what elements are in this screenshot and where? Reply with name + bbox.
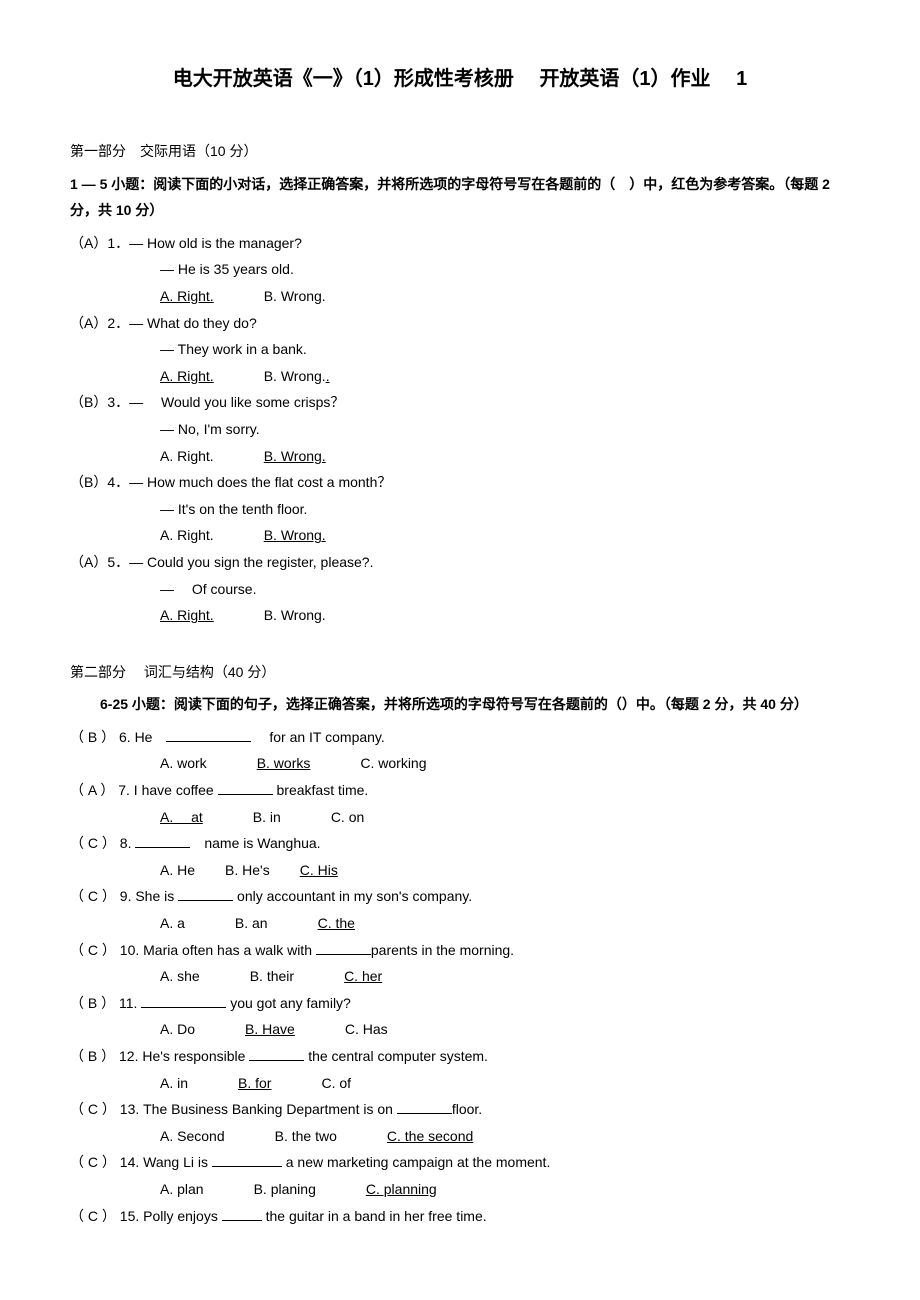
dialogue-response: — No, I'm sorry. <box>160 416 850 443</box>
option-b: B. planing <box>254 1176 316 1203</box>
part1-instr: 1 — 5 小题：阅读下面的小对话，选择正确答案，并将所选项的字母符号写在各题前… <box>70 171 850 224</box>
vocab-options: A. she B. their C. her <box>160 963 850 990</box>
option-c: C. the second <box>387 1123 473 1150</box>
vocab-options: A. Do B. Have C. Has <box>160 1016 850 1043</box>
vocab-question: （ B ） 6. He for an IT company. <box>70 724 850 751</box>
part2-instr: 6-25 小题：阅读下面的句子，选择正确答案，并将所选项的字母符号写在各题前的（… <box>100 691 850 718</box>
vocab-options: A. work B. works C. working <box>160 750 850 777</box>
vocab-question: （ B ） 12. He's responsible the central c… <box>70 1043 850 1070</box>
option-c: C. the <box>318 910 355 937</box>
option-c: C. Has <box>345 1016 388 1043</box>
dialogue-options: A. Right. B. Wrong. <box>160 283 850 310</box>
option-c: C. on <box>331 804 364 831</box>
vocab-options: A. at B. in C. on <box>160 804 850 831</box>
option-b: B. Wrong. <box>264 283 326 310</box>
option-a: A. Second <box>160 1123 225 1150</box>
part1-head: 第一部分 交际用语（10 分） <box>70 138 850 165</box>
vocab-question: （ C ） 8. name is Wanghua. <box>70 830 850 857</box>
vocab-question: （ C ） 9. She is only accountant in my so… <box>70 883 850 910</box>
vocab-question: （ B ） 11. you got any family? <box>70 990 850 1017</box>
option-b: B. He's <box>225 857 270 884</box>
option-b: B. Wrong. <box>264 602 326 629</box>
option-a: A. at <box>160 804 203 831</box>
dialogue-response: — They work in a bank. <box>160 336 850 363</box>
option-c: C. her <box>344 963 382 990</box>
fill-blank <box>397 1101 452 1115</box>
dialogue-question: （A）5．— Could you sign the register, plea… <box>70 549 850 576</box>
option-a: A. Right. <box>160 522 214 549</box>
option-a: A. plan <box>160 1176 204 1203</box>
fill-blank <box>316 941 371 955</box>
dialogue-response: — Of course. <box>160 576 850 603</box>
option-a: A. Do <box>160 1016 195 1043</box>
option-b: B. Wrong. <box>264 443 326 470</box>
vocab-options: A. He B. He's C. His <box>160 857 850 884</box>
option-b: B. Wrong. <box>264 363 326 390</box>
dialogue-question: （B）3．— Would you like some crisps？ <box>70 389 850 416</box>
dialogue-question: （B）4．— How much does the flat cost a mon… <box>70 469 850 496</box>
option-a: A. Right. <box>160 602 214 629</box>
dialogue-options: A. Right. B. Wrong. <box>160 602 850 629</box>
option-a: A. Right. <box>160 283 214 310</box>
option-a: A. work <box>160 750 207 777</box>
vocab-options: A. plan B. planing C. planning <box>160 1176 850 1203</box>
option-a: A. a <box>160 910 185 937</box>
option-b: B. in <box>253 804 281 831</box>
page-title: 电大开放英语《一》（1）形成性考核册 开放英语（1）作业 1 <box>70 60 850 98</box>
fill-blank <box>135 835 190 849</box>
vocab-question: （ A ） 7. I have coffee breakfast time. <box>70 777 850 804</box>
option-a: A. she <box>160 963 200 990</box>
dialogue-options: A. Right. B. Wrong. <box>160 443 850 470</box>
option-c: C. His <box>300 857 338 884</box>
title-left: 电大开放英语《一》（1）形成性考核册 <box>173 68 514 90</box>
option-a: A. Right. <box>160 363 214 390</box>
option-a: A. He <box>160 857 195 884</box>
fill-blank <box>141 994 226 1008</box>
dialogue-response: — It's on the tenth floor. <box>160 496 850 523</box>
dialogue-question: （A）2．— What do they do? <box>70 310 850 337</box>
dialogue-response: — He is 35 years old. <box>160 256 850 283</box>
option-b: B. Have <box>245 1016 295 1043</box>
option-c: C. planning <box>366 1176 437 1203</box>
option-b: B. their <box>250 963 294 990</box>
vocab-question: （ C ） 15. Polly enjoys the guitar in a b… <box>70 1203 850 1230</box>
option-c: C. of <box>321 1070 351 1097</box>
fill-blank <box>166 728 251 742</box>
dialogue-options: A. Right.B. Wrong.. <box>160 363 850 390</box>
fill-blank <box>249 1047 304 1061</box>
vocab-question: （ C ） 14. Wang Li is a new marketing cam… <box>70 1149 850 1176</box>
fill-blank <box>212 1154 282 1168</box>
option-b: B. works <box>257 750 311 777</box>
vocab-options: A. a B. an C. the <box>160 910 850 937</box>
part2-head: 第二部分 词汇与结构（40 分） <box>70 659 850 686</box>
fill-blank <box>218 781 273 795</box>
dialogue-options: A. Right. B. Wrong. <box>160 522 850 549</box>
title-right: 开放英语（1）作业 1 <box>539 68 747 90</box>
fill-blank <box>222 1207 262 1221</box>
option-c: C. working <box>360 750 426 777</box>
vocab-options: A. in B. for C. of <box>160 1070 850 1097</box>
option-b: B. the two <box>275 1123 337 1150</box>
dialogue-question: （A）1．— How old is the manager? <box>70 230 850 257</box>
option-a: A. Right. <box>160 443 214 470</box>
option-b: B. an <box>235 910 268 937</box>
option-a: A. in <box>160 1070 188 1097</box>
option-b: B. Wrong. <box>264 522 326 549</box>
fill-blank <box>178 888 233 902</box>
vocab-options: A. Second B. the two C. the second <box>160 1123 850 1150</box>
vocab-question: （ C ） 10. Maria often has a walk with pa… <box>70 937 850 964</box>
vocab-question: （ C ） 13. The Business Banking Departmen… <box>70 1096 850 1123</box>
option-b: B. for <box>238 1070 271 1097</box>
